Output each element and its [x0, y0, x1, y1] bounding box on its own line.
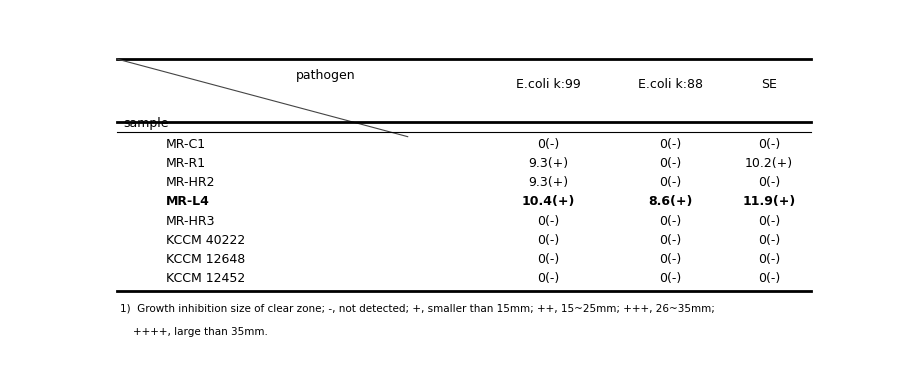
- Text: MR-HR2: MR-HR2: [166, 176, 215, 189]
- Text: 9.3(+): 9.3(+): [528, 176, 568, 189]
- Text: 0(-): 0(-): [660, 272, 681, 285]
- Text: sample: sample: [124, 117, 169, 130]
- Text: MR-C1: MR-C1: [166, 138, 205, 151]
- Text: 0(-): 0(-): [660, 253, 681, 266]
- Text: 10.4(+): 10.4(+): [521, 195, 575, 208]
- Text: 0(-): 0(-): [660, 138, 681, 151]
- Text: KCCM 12452: KCCM 12452: [166, 272, 245, 285]
- Text: E.coli k:99: E.coli k:99: [516, 78, 580, 91]
- Text: SE: SE: [761, 78, 776, 91]
- Text: ++++, large than 35mm.: ++++, large than 35mm.: [120, 327, 268, 337]
- Text: 9.3(+): 9.3(+): [528, 157, 568, 170]
- Text: 0(-): 0(-): [537, 215, 559, 227]
- Text: 0(-): 0(-): [660, 157, 681, 170]
- Text: MR-HR3: MR-HR3: [166, 215, 215, 227]
- Text: MR-R1: MR-R1: [166, 157, 205, 170]
- Text: 10.2(+): 10.2(+): [745, 157, 793, 170]
- Text: 11.9(+): 11.9(+): [742, 195, 795, 208]
- Text: 0(-): 0(-): [660, 176, 681, 189]
- Text: E.coli k:88: E.coli k:88: [638, 78, 703, 91]
- Text: 0(-): 0(-): [660, 215, 681, 227]
- Text: 0(-): 0(-): [757, 253, 780, 266]
- Text: 0(-): 0(-): [537, 138, 559, 151]
- Text: 0(-): 0(-): [660, 234, 681, 247]
- Text: 0(-): 0(-): [757, 272, 780, 285]
- Text: 0(-): 0(-): [757, 138, 780, 151]
- Text: 0(-): 0(-): [757, 234, 780, 247]
- Text: 0(-): 0(-): [757, 176, 780, 189]
- Text: 0(-): 0(-): [537, 253, 559, 266]
- Text: KCCM 12648: KCCM 12648: [166, 253, 245, 266]
- Text: KCCM 40222: KCCM 40222: [166, 234, 245, 247]
- Text: MR-L4: MR-L4: [166, 195, 210, 208]
- Text: 0(-): 0(-): [757, 215, 780, 227]
- Text: 1)  Growth inhibition size of clear zone; -, not detected; +, smaller than 15mm;: 1) Growth inhibition size of clear zone;…: [120, 304, 715, 314]
- Text: 0(-): 0(-): [537, 234, 559, 247]
- Text: pathogen: pathogen: [296, 69, 355, 82]
- Text: 8.6(+): 8.6(+): [649, 195, 693, 208]
- Text: 0(-): 0(-): [537, 272, 559, 285]
